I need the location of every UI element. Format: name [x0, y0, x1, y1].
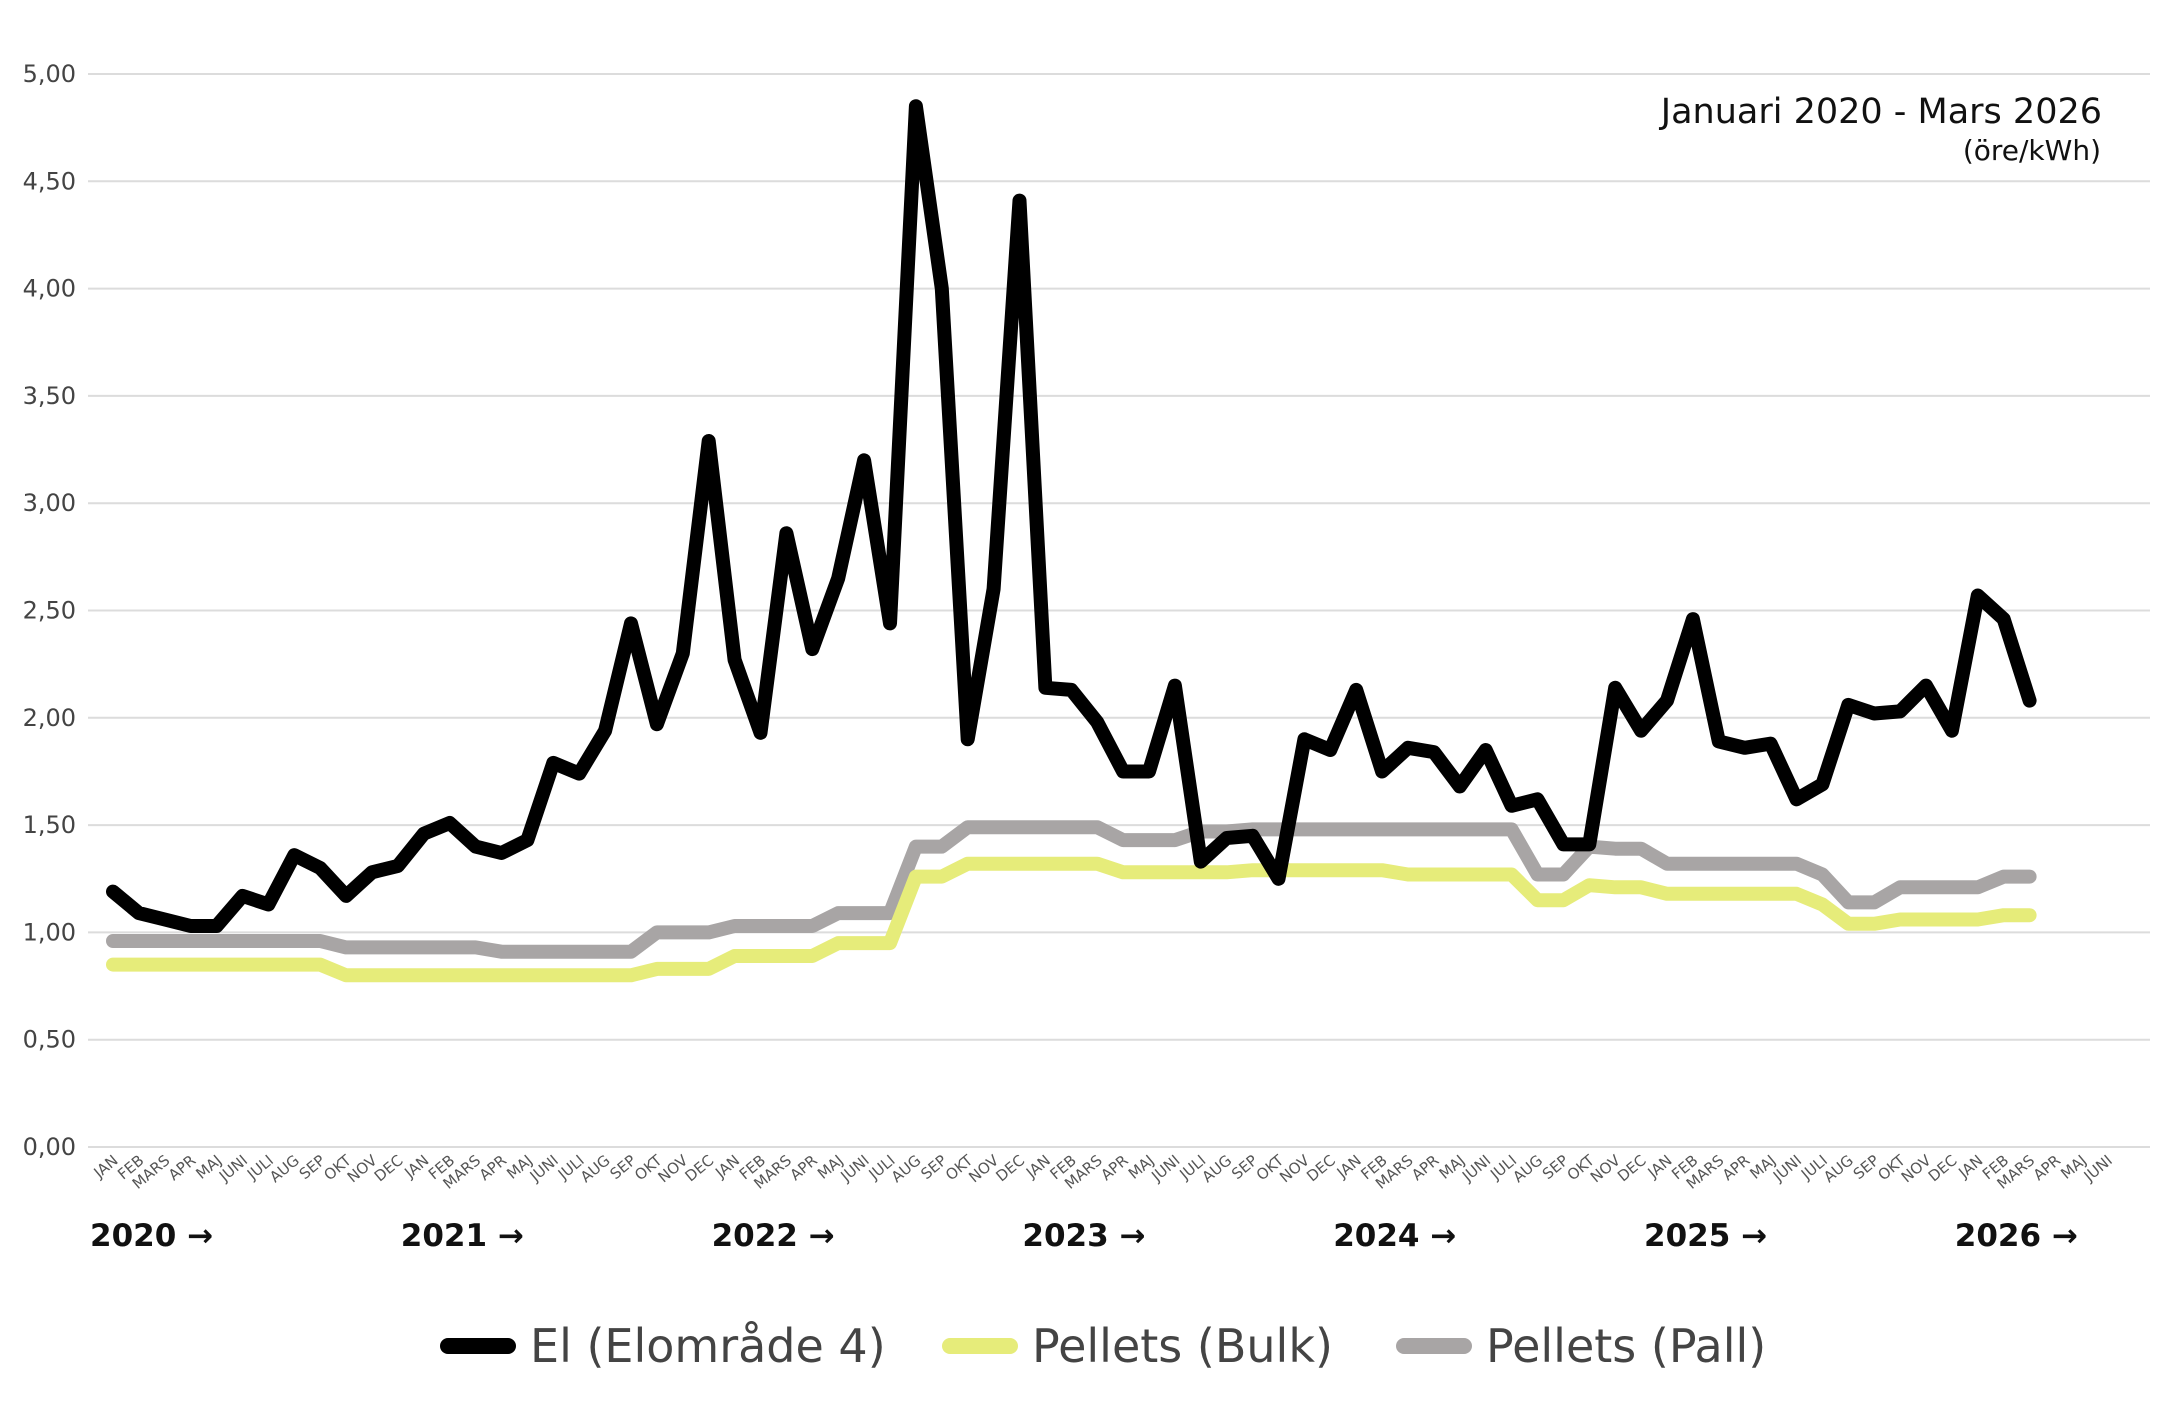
gridlines [88, 73, 2150, 1148]
y-tick-label: 4,00 [23, 275, 76, 303]
series-line-0 [106, 99, 2037, 933]
series-line-1 [106, 856, 2037, 983]
y-tick-label: 0,00 [23, 1133, 76, 1161]
y-tick-label: 5,00 [23, 60, 76, 88]
year-label: 2020 → [90, 1218, 213, 1254]
y-tick-label: 3,50 [23, 382, 76, 410]
y-tick-label: 4,50 [23, 167, 76, 195]
series-line-2 [106, 820, 2037, 959]
legend-label: El (Elområde 4) [530, 1319, 886, 1373]
y-tick-label: 3,00 [23, 489, 76, 517]
year-label: 2023 → [1022, 1218, 1145, 1254]
series-lines [106, 99, 2037, 983]
y-tick-label: 1,00 [23, 918, 76, 946]
legend-label: Pellets (Bulk) [1032, 1319, 1333, 1373]
x-tick-label: JUNI [2080, 1151, 2116, 1185]
y-axis-ticks: 0,00 0,50 1,00 1,50 2,00 2,50 3,00 3,50 4,00 4,50… [23, 60, 76, 1161]
legend-label: Pellets (Pall) [1486, 1319, 1766, 1373]
y-tick-label: 1,50 [23, 811, 76, 839]
y-tick-label: 2,50 [23, 597, 76, 625]
x-axis-ticks: JANFEBMARSAPRMAJJUNIJULIAUGSEPOKTNOVDECJ… [90, 1151, 2116, 1193]
chart-subtitle: (öre/kWh) [1963, 134, 2101, 167]
year-label: 2024 → [1333, 1218, 1456, 1254]
year-label: 2025 → [1644, 1218, 1767, 1254]
chart-title: Januari 2020 - Mars 2026 [1659, 92, 2102, 132]
year-labels: 2020 → 2021 → 2022 → 2023 → 2024 → 2025 → 2026… [90, 1218, 2078, 1254]
year-label: 2022 → [712, 1218, 835, 1254]
y-tick-label: 2,00 [23, 704, 76, 732]
year-label: 2026 → [1955, 1218, 2078, 1254]
legend: El (Elområde 4) Pellets (Bulk) Pellets (Pa… [440, 1319, 1766, 1373]
y-tick-label: 0,50 [23, 1026, 76, 1054]
year-label: 2021 → [401, 1218, 524, 1254]
